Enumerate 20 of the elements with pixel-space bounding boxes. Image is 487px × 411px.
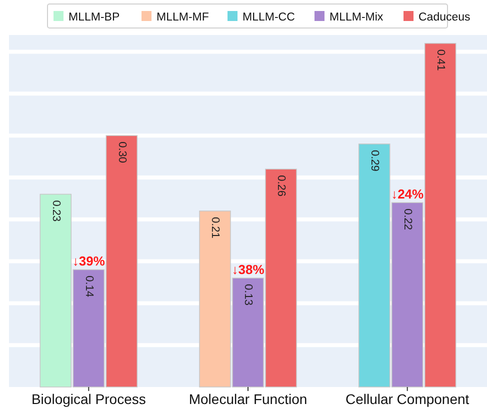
legend-label: MLLM-BP [68, 12, 120, 24]
x-tick-label: Cellular Component [345, 391, 470, 407]
annotation: ↓39% [72, 254, 106, 269]
data-label: 0.23 [50, 200, 62, 222]
data-label: 0.21 [209, 217, 222, 238]
x-tick-label: Biological Process [31, 391, 146, 407]
x-tick-label: Molecular Function [188, 391, 308, 407]
legend-label: MLLM-MF [156, 12, 209, 24]
data-label: 0.41 [434, 49, 446, 71]
data-label: 0.14 [82, 276, 95, 298]
legend-label: Caduceus [418, 12, 471, 24]
data-label: 0.26 [275, 175, 288, 197]
data-label: 0.13 [242, 284, 254, 306]
data-label: 0.29 [368, 150, 380, 172]
data-label: 0.30 [116, 142, 128, 163]
annotation: ↓38% [232, 262, 265, 278]
legend-label: MLLM-CC [242, 12, 295, 24]
legend-label: MLLM-Mix [330, 12, 384, 24]
annotation: ↓24% [391, 186, 424, 202]
data-label: 0.22 [401, 208, 414, 230]
